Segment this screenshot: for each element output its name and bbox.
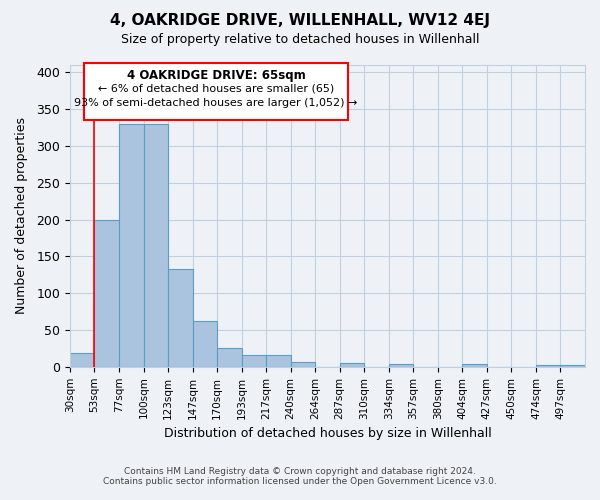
Bar — [266, 355, 290, 367]
Text: 4, OAKRIDGE DRIVE, WILLENHALL, WV12 4EJ: 4, OAKRIDGE DRIVE, WILLENHALL, WV12 4EJ — [110, 12, 490, 28]
Bar — [340, 363, 364, 367]
Bar — [168, 269, 193, 367]
Bar — [143, 124, 168, 367]
X-axis label: Distribution of detached houses by size in Willenhall: Distribution of detached houses by size … — [164, 427, 491, 440]
Text: Size of property relative to detached houses in Willenhall: Size of property relative to detached ho… — [121, 32, 479, 46]
Bar — [94, 220, 119, 367]
Text: Contains public sector information licensed under the Open Government Licence v3: Contains public sector information licen… — [103, 477, 497, 486]
Bar — [463, 364, 487, 367]
Bar — [242, 355, 266, 367]
Bar — [290, 362, 315, 367]
Bar — [193, 321, 217, 367]
Text: 4 OAKRIDGE DRIVE: 65sqm: 4 OAKRIDGE DRIVE: 65sqm — [127, 68, 305, 82]
Bar — [536, 364, 560, 367]
Y-axis label: Number of detached properties: Number of detached properties — [15, 118, 28, 314]
Text: ← 6% of detached houses are smaller (65): ← 6% of detached houses are smaller (65) — [98, 84, 334, 94]
Bar — [560, 364, 585, 367]
Bar — [119, 124, 143, 367]
Bar — [70, 353, 94, 367]
Bar — [217, 348, 242, 367]
Bar — [389, 364, 413, 367]
Text: Contains HM Land Registry data © Crown copyright and database right 2024.: Contains HM Land Registry data © Crown c… — [124, 467, 476, 476]
Text: 93% of semi-detached houses are larger (1,052) →: 93% of semi-detached houses are larger (… — [74, 98, 358, 108]
